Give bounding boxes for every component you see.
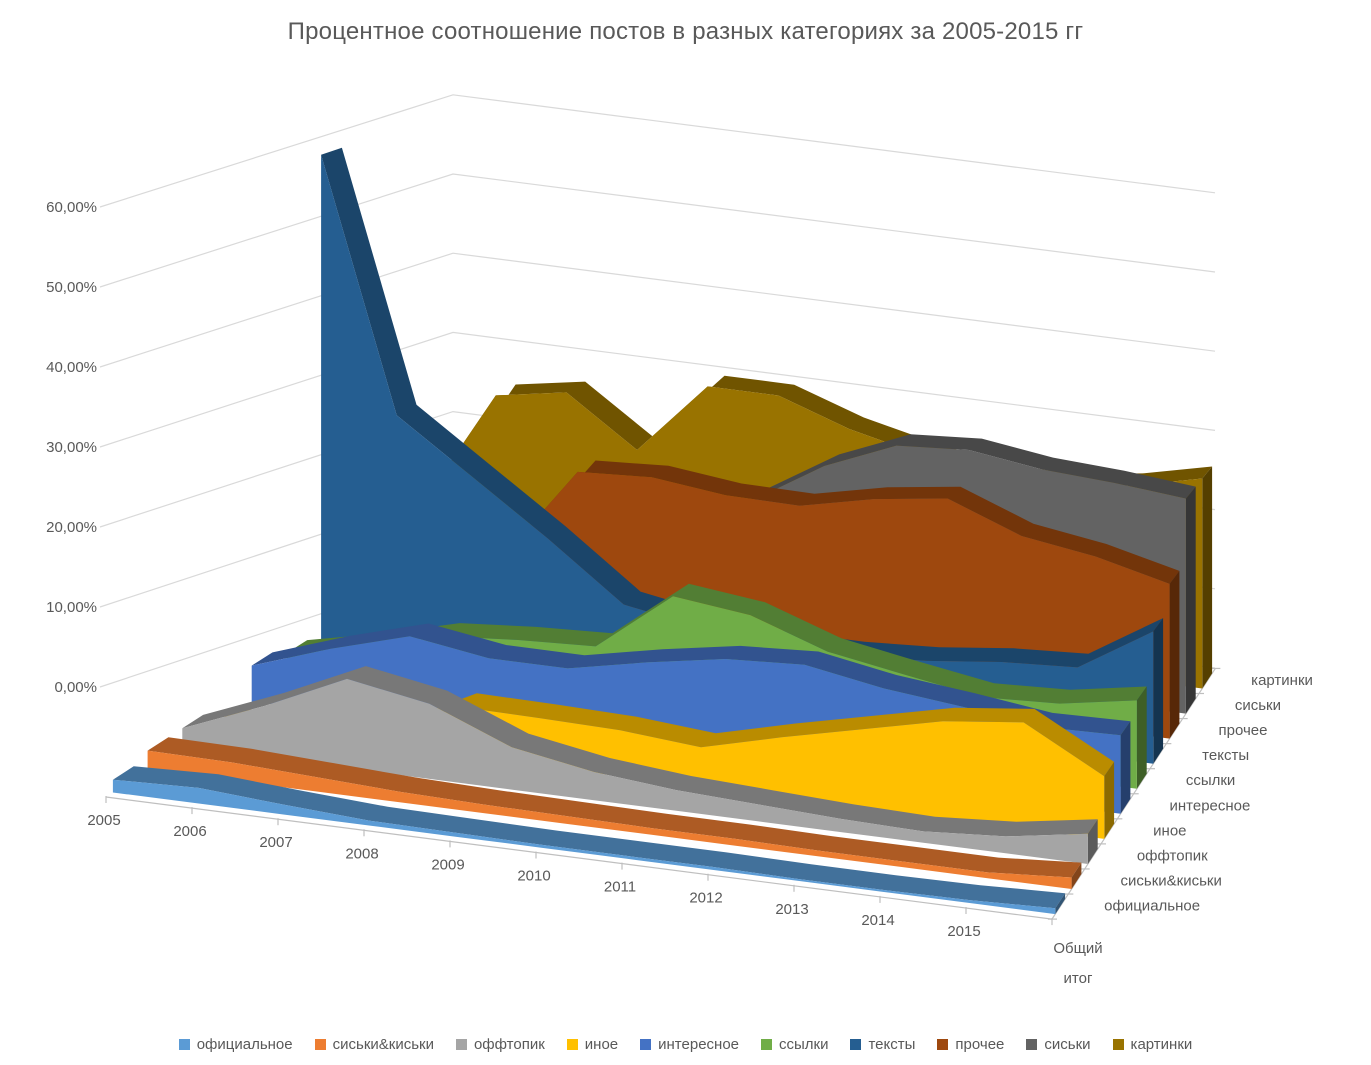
series-прочее-cap[interactable]	[1169, 570, 1180, 739]
category-label: 2009	[431, 856, 464, 873]
legend-item-тексты[interactable]: тексты	[850, 1036, 915, 1053]
legend-swatch-icon	[850, 1039, 862, 1050]
legend-item-ссылки[interactable]: ссылки	[761, 1036, 828, 1053]
category-label: 2013	[775, 901, 808, 918]
series-сиськи&киськи-top[interactable]	[147, 737, 1082, 878]
category-label: 2008	[345, 845, 378, 862]
legend-swatch-icon	[1112, 1039, 1124, 1050]
legend-label: ссылки	[779, 1036, 829, 1053]
gridline	[99, 252, 1216, 368]
series-ссылки-cap[interactable]	[1136, 686, 1147, 789]
legend-label: официальное	[196, 1036, 293, 1053]
chart-title: Процентное соотношение постов в разных к…	[287, 18, 1084, 45]
category-label: 2012	[689, 890, 722, 907]
legend-label: иное	[584, 1036, 619, 1053]
value-axis-label: 10,00%	[46, 599, 97, 616]
legend-item-сиськи[interactable]: сиськи	[1026, 1036, 1091, 1053]
legend-label: оффтопик	[473, 1036, 545, 1053]
legend-swatch-icon	[455, 1039, 467, 1050]
depth-axis-label: сиськи	[1235, 697, 1281, 714]
value-axis-label: 0,00%	[54, 679, 97, 696]
legend-label: сиськи&киськи	[332, 1036, 434, 1053]
legend-item-оффтопик[interactable]: оффтопик	[455, 1036, 545, 1053]
value-axis-label: 50,00%	[46, 279, 97, 296]
legend-swatch-icon	[1026, 1039, 1038, 1050]
series-иное-cap[interactable]	[1104, 761, 1115, 839]
series-тексты-front[interactable]	[321, 154, 1154, 764]
depth-axis-label: иное	[1153, 822, 1186, 839]
category-label: 2011	[604, 879, 636, 896]
legend-item-иное[interactable]: иное	[566, 1036, 619, 1053]
series-официальное-front[interactable]	[112, 779, 1056, 915]
depth-axis-label: интересное	[1170, 797, 1251, 814]
depth-axis-label: сиськи&киськи	[1121, 872, 1222, 889]
value-axis-label: 60,00%	[46, 199, 97, 216]
depth-axis-label: ссылки	[1186, 772, 1235, 789]
depth-axis-label: прочее	[1219, 722, 1268, 739]
gridline	[99, 331, 1216, 448]
series-иное-top[interactable]	[217, 693, 1115, 777]
series-оффтопик-front[interactable]	[182, 678, 1088, 864]
category-label: 2014	[861, 912, 894, 929]
category-label-total: итог	[1064, 970, 1093, 987]
legend-label: интересное	[658, 1036, 739, 1053]
value-axis-label: 20,00%	[46, 519, 97, 536]
depth-axis-label: картинки	[1251, 672, 1313, 689]
series-сиськи-cap[interactable]	[1185, 486, 1196, 714]
legend-item-сиськи&киськи[interactable]: сиськи&киськи	[314, 1036, 434, 1053]
series-картинки-cap[interactable]	[1202, 466, 1213, 689]
category-label: 2005	[87, 812, 120, 829]
value-axis-label: 30,00%	[46, 439, 97, 456]
category-label: 2015	[947, 923, 980, 940]
value-axis-label: 40,00%	[46, 359, 97, 376]
legend-swatch-icon	[314, 1039, 326, 1050]
legend-item-официальное[interactable]: официальное	[178, 1036, 293, 1053]
series-оффтопик-cap[interactable]	[1087, 819, 1098, 864]
legend-label: прочее	[955, 1036, 1005, 1053]
category-label: 2006	[173, 823, 206, 840]
legend-swatch-icon	[566, 1039, 578, 1050]
depth-axis-label: оффтопик	[1137, 847, 1208, 864]
legend-label: картинки	[1130, 1036, 1193, 1053]
legend-item-картинки[interactable]: картинки	[1112, 1036, 1193, 1053]
series-официальное-top[interactable]	[112, 766, 1066, 909]
series-интересное-top[interactable]	[251, 623, 1131, 736]
depth-axis-label: тексты	[1202, 747, 1249, 764]
series-сиськи&киськи-cap[interactable]	[1071, 862, 1082, 889]
series-сиськи&киськи-front[interactable]	[147, 750, 1072, 889]
category-axis	[105, 796, 1053, 920]
series-прочее-top[interactable]	[355, 460, 1180, 624]
category-label: 2007	[259, 834, 292, 851]
category-label: 2010	[517, 868, 550, 885]
series-ссылки-top[interactable]	[286, 583, 1147, 704]
legend-label: сиськи	[1044, 1036, 1091, 1053]
series-интересное-cap[interactable]	[1120, 721, 1131, 814]
legend-swatch-icon	[640, 1039, 652, 1050]
gridline	[99, 94, 1216, 208]
legend-item-интересное[interactable]: интересное	[640, 1036, 739, 1053]
gridline	[99, 173, 1216, 288]
chart-legend: официальное сиськи&киськи оффтопик иное инте…	[0, 1036, 1371, 1053]
legend-swatch-icon	[761, 1039, 772, 1050]
series-официальное-cap[interactable]	[1055, 893, 1066, 915]
legend-item-прочее[interactable]: прочее	[937, 1036, 1004, 1053]
legend-swatch-icon	[178, 1039, 190, 1050]
series-тексты-cap[interactable]	[1153, 618, 1164, 764]
category-label-total: Общий	[1053, 940, 1102, 957]
legend-swatch-icon	[937, 1039, 949, 1050]
depth-axis-label: официальное	[1104, 898, 1200, 915]
legend-label: тексты	[868, 1036, 916, 1053]
